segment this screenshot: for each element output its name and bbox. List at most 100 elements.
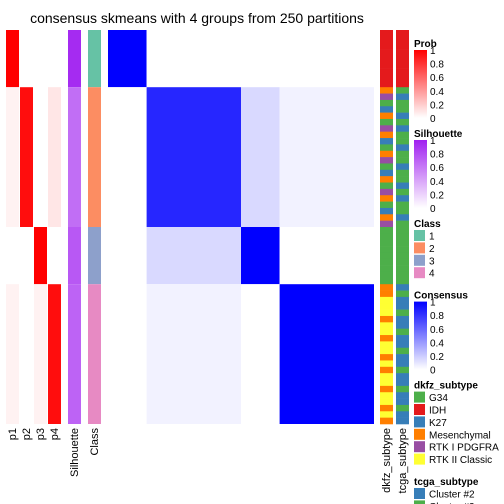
tcga-cell <box>396 150 409 158</box>
tcga-cell <box>396 30 409 37</box>
legend-tick: 0.4 <box>430 338 444 349</box>
legend-gradient-prob <box>414 50 427 118</box>
dkfz-cell <box>380 315 393 323</box>
dkfz-cell <box>380 150 393 158</box>
dkfz-cell <box>380 271 393 279</box>
consensus-block-3-4 <box>279 227 374 285</box>
legend-tick: 0 <box>430 204 436 215</box>
dkfz-cell <box>380 360 393 368</box>
legend-title-dkfz-subtype: dkfz_subtype <box>414 381 478 392</box>
legend-item-label: RTK II Classic <box>429 455 492 466</box>
prob-cell-g1-p1 <box>6 30 19 88</box>
dkfz-cell <box>380 182 393 190</box>
tcga-cell <box>396 360 409 368</box>
tcga-cell <box>396 55 409 63</box>
tcga-cell <box>396 68 409 75</box>
dkfz-cell <box>380 341 393 349</box>
tcga-cell <box>396 80 409 88</box>
dkfz-cell <box>380 290 393 298</box>
legend-swatch <box>414 267 425 279</box>
column-label-p3: p3 <box>35 428 47 440</box>
legend-swatch <box>414 391 425 403</box>
tcga-cell <box>396 341 409 349</box>
prob-cell-g3-p3 <box>34 227 47 285</box>
tcga-cell <box>396 138 409 145</box>
dkfz-cell <box>380 87 393 94</box>
column-label-p2: p2 <box>21 428 33 440</box>
legend-tick: 0.4 <box>430 177 444 188</box>
dkfz-cell <box>380 42 393 50</box>
tcga-cell <box>396 125 409 132</box>
dkfz-cell <box>380 68 393 75</box>
tcga-cell <box>396 265 409 272</box>
prob-cell-g4-p2 <box>20 284 33 424</box>
legend-gradient-silhouette <box>414 140 427 208</box>
tcga-cell <box>396 227 409 234</box>
legend-tick: 0.6 <box>430 163 444 174</box>
dkfz-cell <box>380 277 393 285</box>
dkfz-cell <box>380 392 393 399</box>
dkfz-cell <box>380 246 393 253</box>
dkfz-cell <box>380 373 393 380</box>
tcga-cell <box>396 112 409 120</box>
dkfz-cell <box>380 227 393 234</box>
legend-swatch <box>414 404 425 415</box>
dkfz-cell <box>380 258 393 266</box>
tcga-cell <box>396 207 409 215</box>
legend-tick: 0.2 <box>430 100 444 111</box>
legend-item-label: IDH <box>429 406 446 417</box>
dkfz-cell <box>380 93 393 101</box>
legend-tick: 1 <box>430 298 436 309</box>
prob-cell-g4-p1 <box>6 284 19 424</box>
dkfz-cell <box>380 188 393 196</box>
legend-tick: 0.6 <box>430 325 444 336</box>
legend-item-label: 2 <box>429 244 435 255</box>
tcga-cell <box>396 290 409 298</box>
dkfz-cell <box>380 322 393 329</box>
legend-gradient-consensus <box>414 301 427 370</box>
dkfz-cell <box>380 201 393 209</box>
legend-swatch <box>414 230 425 241</box>
legend-item-label: 3 <box>429 256 435 267</box>
prob-cell-g2-p2 <box>20 87 33 228</box>
legend-title-prob: Prob <box>414 39 437 50</box>
tcga-cell <box>396 296 409 304</box>
tcga-cell <box>396 36 409 44</box>
tcga-cell <box>396 322 409 329</box>
tcga-cell <box>396 99 409 107</box>
dkfz-cell <box>380 335 393 342</box>
consensus-block-1-4 <box>279 30 374 88</box>
legend-swatch <box>414 254 425 266</box>
tcga-cell <box>396 315 409 323</box>
dkfz-cell <box>380 131 393 139</box>
dkfz-cell <box>380 138 393 145</box>
prob-cell-g3-p4 <box>48 227 61 285</box>
tcga-cell <box>396 188 409 196</box>
tcga-cell <box>396 163 409 171</box>
prob-cell-g4-p4 <box>48 284 61 424</box>
legend-tick: 0 <box>430 366 436 377</box>
class-cell-g1 <box>88 30 101 88</box>
class-cell-g2 <box>88 87 101 228</box>
dkfz-cell <box>380 125 393 132</box>
tcga-cell <box>396 239 409 247</box>
tcga-cell <box>396 303 409 310</box>
dkfz-cell <box>380 118 393 126</box>
dkfz-cell <box>380 385 393 393</box>
tcga-cell <box>396 417 409 425</box>
dkfz-cell <box>380 265 393 272</box>
tcga-cell <box>396 118 409 126</box>
consensus-block-3-3 <box>241 227 280 285</box>
dkfz-cell <box>380 404 393 412</box>
legend-title-consensus: Consensus <box>414 291 468 302</box>
legend-item-label: RTK I PDGFRA <box>429 443 499 454</box>
tcga-cell <box>396 144 409 152</box>
tcga-cell <box>396 195 409 202</box>
column-label-silhouette: Silhouette <box>69 428 81 477</box>
column-label-class: Class <box>89 428 101 456</box>
dkfz-cell <box>380 239 393 247</box>
legend-swatch <box>414 453 425 465</box>
legend-tick: 0.4 <box>430 87 444 98</box>
column-label-p1: p1 <box>7 428 19 440</box>
